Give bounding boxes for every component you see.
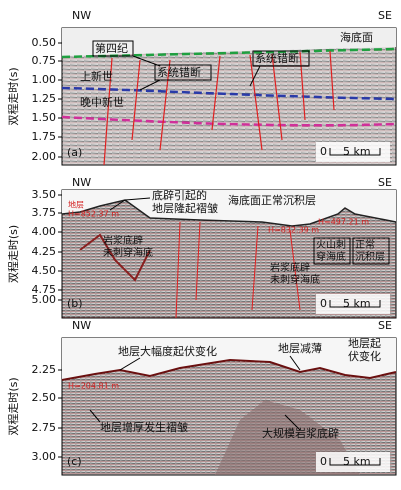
scale-bg xyxy=(316,452,390,472)
water xyxy=(62,28,396,56)
direction: SE xyxy=(378,319,392,332)
y-tick-label: 5.00 xyxy=(32,293,57,306)
y-axis-label: 双程走时(s) xyxy=(7,377,20,435)
scale-label: 0 xyxy=(320,297,327,310)
y-axis-label: 双程走时(s) xyxy=(7,67,20,125)
fold xyxy=(79,233,151,282)
scale-bar xyxy=(329,148,381,156)
seafloor xyxy=(61,199,397,227)
panel-tag: (c) xyxy=(67,455,82,468)
annotation: 海底面正常沉积层 xyxy=(228,193,316,207)
annotation: 晚中新世 xyxy=(80,95,124,109)
panel-tag: (a) xyxy=(67,146,82,159)
annotation: 第四纪 xyxy=(95,41,128,55)
horizon xyxy=(61,86,397,101)
scale-bg xyxy=(316,294,390,314)
panel-c: NW SE 地层大幅度起伏变化 地层减薄 地层起 伏变化 H=204.81 m … xyxy=(61,319,397,476)
direction: NW xyxy=(72,9,91,22)
panel-tag: (b) xyxy=(67,297,83,310)
y-tick-label: 4.75 xyxy=(32,283,57,296)
annotation: 未刺穿海底 xyxy=(103,246,153,259)
scale-label: 0 xyxy=(320,455,327,468)
annotation: 地层 xyxy=(68,200,84,210)
annotation: 海底面 xyxy=(340,30,373,44)
annotation: 地层增厚发生褶皱 xyxy=(100,420,188,434)
label-boxes xyxy=(92,40,310,91)
scale-bg xyxy=(316,142,390,162)
annotation: H=204.81 m xyxy=(68,382,119,391)
y-tick-label: 1.00 xyxy=(32,73,57,86)
annotation: H=497.21 m xyxy=(318,218,369,227)
y-tick-label: 4.25 xyxy=(32,245,57,258)
annotation: 地层大幅度起伏变化 xyxy=(118,344,217,358)
scale-label: 5 km xyxy=(343,455,371,468)
y-axis-label: 双程走时(s) xyxy=(7,225,20,283)
scale-label: 5 km xyxy=(343,145,371,158)
annotation: 地层起 xyxy=(348,337,381,350)
direction: NW xyxy=(72,319,91,332)
annotation: 底辟引起的 xyxy=(152,188,207,202)
label-boxes xyxy=(109,197,390,265)
y-tick-label: 2.25 xyxy=(32,363,57,376)
y-tick-label: 0.50 xyxy=(32,36,57,49)
y-tick-label: 1.25 xyxy=(32,92,57,105)
y-tick-label: 1.75 xyxy=(32,130,57,143)
annotation: 岩浆底辟 xyxy=(103,234,143,247)
y-tick-label: 2.75 xyxy=(32,421,57,434)
scale-label: 5 km xyxy=(343,297,371,310)
panel-a: NW SE 海底面 第四纪 系统错断 系统错断 上新世 晚中新世 (a) xyxy=(61,9,397,166)
annotation: 沉积层 xyxy=(355,250,385,263)
y-tick-label: 0.75 xyxy=(32,54,57,67)
water xyxy=(62,190,396,226)
annotation: 正常 xyxy=(355,238,375,251)
annotation: 上新世 xyxy=(80,69,113,83)
faults xyxy=(103,50,335,166)
y-tick-label: 2.50 xyxy=(32,391,57,404)
annotation: 伏变化 xyxy=(348,349,381,363)
annotation: H=832.39 m xyxy=(268,226,319,235)
scale-bar xyxy=(329,458,381,466)
annotation: 地层减薄 xyxy=(278,341,322,355)
y-tick-label: 3.50 xyxy=(32,188,57,201)
annotation: 火山刺 xyxy=(316,239,346,251)
seafloor xyxy=(61,358,397,381)
annotation: 地层隆起褶皱 xyxy=(152,201,218,215)
annotation: 岩浆底辟 xyxy=(270,261,310,274)
scale-label: 0 xyxy=(320,145,327,158)
annotation: 穿海底 xyxy=(316,250,346,263)
y-tick-label: 4.00 xyxy=(32,225,57,238)
annotation: 系统错断 xyxy=(255,51,299,65)
line: 底辟引起的 xyxy=(152,188,207,202)
faults xyxy=(175,221,301,319)
annotation: 系统错断 xyxy=(157,65,201,79)
direction: SE xyxy=(378,176,392,189)
y-tick-label: 3.00 xyxy=(32,450,57,463)
line: 地层隆起褶皱 xyxy=(152,201,218,215)
label-lines xyxy=(89,355,301,431)
direction: SE xyxy=(378,9,392,22)
horizon xyxy=(61,115,397,127)
scale-bar xyxy=(329,300,381,308)
annotation: H=852.37 m xyxy=(68,210,119,219)
y-tick-label: 1.50 xyxy=(32,111,57,124)
annotation: 未刺穿海底 xyxy=(270,273,320,286)
y-tick-label: 4.50 xyxy=(32,264,57,277)
y-tick-label: 3.75 xyxy=(32,206,57,219)
y-tick-label: 2.00 xyxy=(32,150,57,163)
annotation: 大规模岩浆底辟 xyxy=(262,426,339,440)
direction: NW xyxy=(72,176,91,189)
